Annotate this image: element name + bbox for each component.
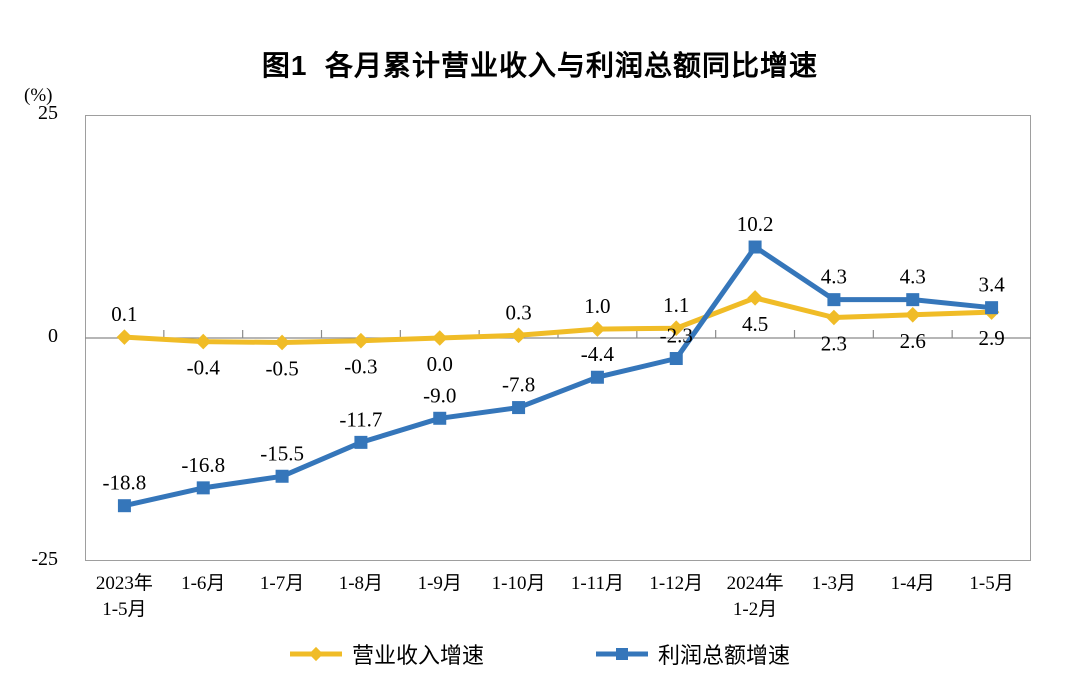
data-label: 1.0 — [584, 294, 610, 318]
data-point-marker — [669, 352, 683, 366]
x-axis-tick-label: 1-8月 — [338, 573, 384, 594]
data-point-marker — [353, 332, 369, 349]
data-point-marker — [748, 240, 762, 254]
data-point-marker — [590, 370, 604, 384]
data-label: -7.8 — [502, 373, 535, 397]
data-label: -18.8 — [103, 471, 147, 495]
x-axis-tick-label: 1-12月 — [649, 573, 704, 594]
data-label: -2.3 — [660, 324, 693, 348]
x-axis-tick-label: 1-7月 — [259, 573, 305, 594]
data-point-marker — [904, 307, 921, 323]
data-point-marker — [747, 290, 763, 306]
data-label: 2.3 — [821, 331, 847, 355]
data-point-marker — [512, 401, 526, 415]
legend-item-revenue: 营业收入增速 — [289, 638, 484, 670]
x-axis-tick-label: 1-4月 — [890, 573, 935, 594]
legend: 营业收入增速 利润总额增速 — [0, 638, 1080, 670]
y-axis-tick-label: 0 — [48, 325, 58, 347]
legend-label-profit: 利润总额增速 — [658, 643, 791, 668]
data-label: 4.3 — [900, 265, 926, 289]
data-label: 10.2 — [737, 212, 774, 236]
data-point-marker — [906, 293, 920, 307]
data-label: 0.0 — [427, 352, 453, 376]
data-point-marker — [433, 411, 447, 425]
x-axis-tick-label: 1-6月 — [181, 573, 226, 594]
x-axis-tick-label: 1-10月 — [491, 573, 546, 594]
data-label: -0.3 — [344, 355, 377, 379]
data-label: -16.8 — [181, 453, 225, 477]
data-point-marker — [826, 309, 842, 326]
data-point-marker — [196, 481, 210, 495]
data-point-marker — [431, 330, 448, 346]
data-label: -4.4 — [581, 342, 615, 366]
x-axis-tick-label: 2024年 1-2月 — [726, 573, 784, 620]
data-label: 4.3 — [821, 265, 847, 289]
data-point-marker — [116, 329, 133, 345]
revenue-legend-marker-icon — [289, 646, 342, 662]
data-point-marker — [668, 320, 685, 336]
profit-legend-marker-icon — [596, 648, 648, 660]
data-label: 4.5 — [742, 312, 768, 336]
data-point-marker — [589, 321, 606, 337]
x-axis-tick-label: 1-5月 — [969, 573, 1014, 594]
data-point-marker — [354, 435, 368, 449]
data-point-marker — [510, 327, 527, 344]
legend-label-revenue: 营业收入增速 — [351, 643, 484, 668]
data-point-marker — [275, 469, 289, 483]
x-axis-tick-label: 1-9月 — [417, 573, 462, 594]
data-point-marker — [195, 333, 212, 350]
data-label: -0.4 — [187, 356, 221, 380]
x-axis-tick-label: 1-11月 — [570, 573, 624, 594]
y-axis-tick-label: -25 — [31, 548, 58, 570]
data-point-marker — [985, 301, 999, 315]
y-axis-tick-label: 25 — [38, 102, 58, 124]
data-label: 2.6 — [900, 329, 926, 353]
data-point-marker — [274, 334, 290, 351]
profit-line — [121, 244, 995, 509]
data-point-marker — [827, 293, 841, 307]
chart-title: 图1 各月累计营业收入与利润总额同比增速 — [261, 50, 819, 81]
data-label: -11.7 — [339, 407, 382, 431]
data-label: -9.0 — [423, 383, 456, 407]
data-label: -15.5 — [260, 441, 304, 465]
x-axis-tick-label: 1-3月 — [811, 573, 857, 594]
data-label: 3.4 — [978, 273, 1005, 297]
chart-canvas: 0.1 -0.4 -0.5 -0.3 0.0 0.3 1.0 1.1 4.5 2.3 2.6 2.9 -… — [85, 212, 1031, 513]
x-axis-tick-label: 2023年 1-5月 — [95, 573, 153, 620]
revenue-line — [121, 295, 995, 345]
data-label: 0.3 — [505, 300, 531, 324]
data-label: -0.5 — [265, 356, 298, 380]
data-point-marker — [117, 499, 131, 513]
data-label: 1.1 — [663, 293, 689, 317]
legend-item-profit: 利润总额增速 — [596, 638, 790, 670]
data-label: 2.9 — [978, 326, 1004, 350]
y-axis-unit-label: (%) — [24, 85, 53, 106]
data-label: 0.1 — [111, 302, 137, 326]
